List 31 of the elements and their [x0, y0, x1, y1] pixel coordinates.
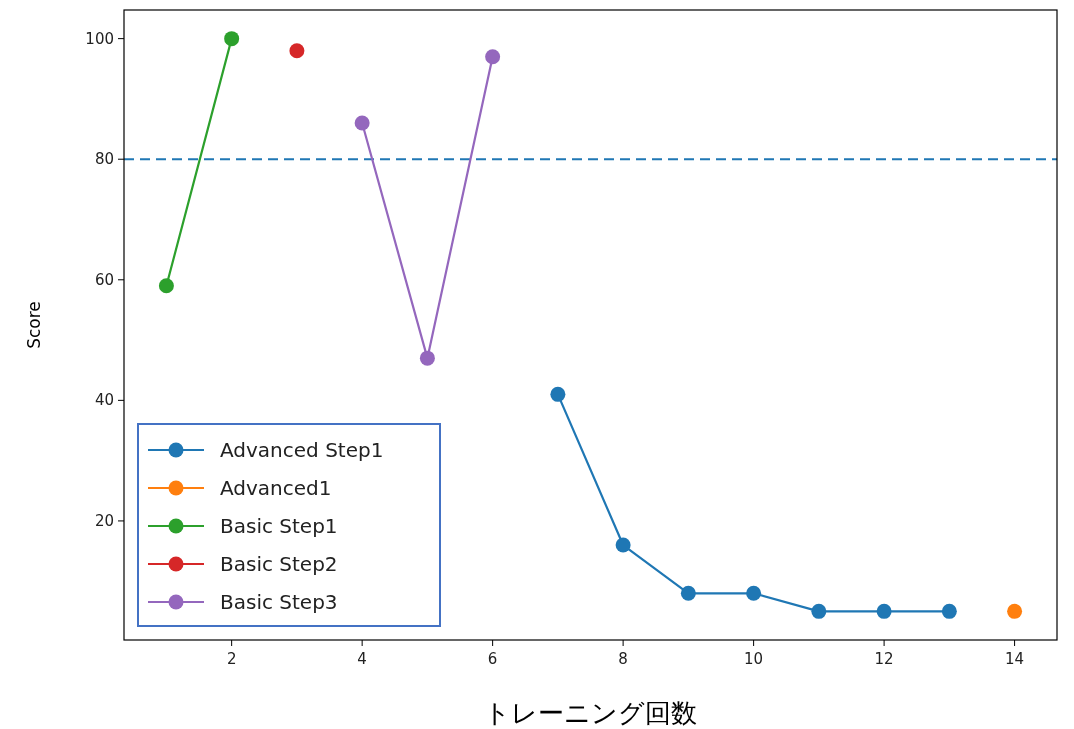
y-tick-label: 60	[94, 270, 114, 289]
point	[615, 537, 631, 553]
point	[224, 31, 240, 47]
legend-label: Basic Step2	[220, 552, 338, 576]
legend-label: Basic Step1	[220, 514, 338, 538]
y-tick-label: 100	[85, 29, 114, 48]
point	[876, 603, 892, 619]
x-axis-title: トレーニング回数	[484, 698, 697, 728]
point	[941, 603, 957, 619]
point	[680, 585, 696, 601]
point	[811, 603, 827, 619]
x-tick-label: 14	[1005, 650, 1025, 668]
y-axis-title: Score	[24, 301, 44, 349]
x-tick-label: 6	[487, 650, 498, 668]
legend-label: Basic Step3	[220, 590, 338, 614]
legend-label: Advanced Step1	[220, 438, 384, 462]
x-tick-label: 8	[618, 650, 628, 668]
legend-label: Advanced1	[220, 476, 332, 500]
x-tick-label: 4	[357, 650, 367, 668]
point	[746, 585, 762, 601]
y-tick-label: 80	[94, 150, 114, 169]
x-tick-label: 10	[744, 650, 764, 668]
y-tick-label: 40	[94, 391, 114, 410]
y-tick-label: 20	[94, 511, 114, 530]
point	[485, 49, 501, 65]
point	[158, 278, 174, 294]
point	[354, 115, 370, 131]
point	[419, 350, 435, 366]
x-tick-label: 12	[874, 650, 894, 668]
point	[550, 386, 566, 402]
x-tick-label: 2	[226, 650, 237, 668]
